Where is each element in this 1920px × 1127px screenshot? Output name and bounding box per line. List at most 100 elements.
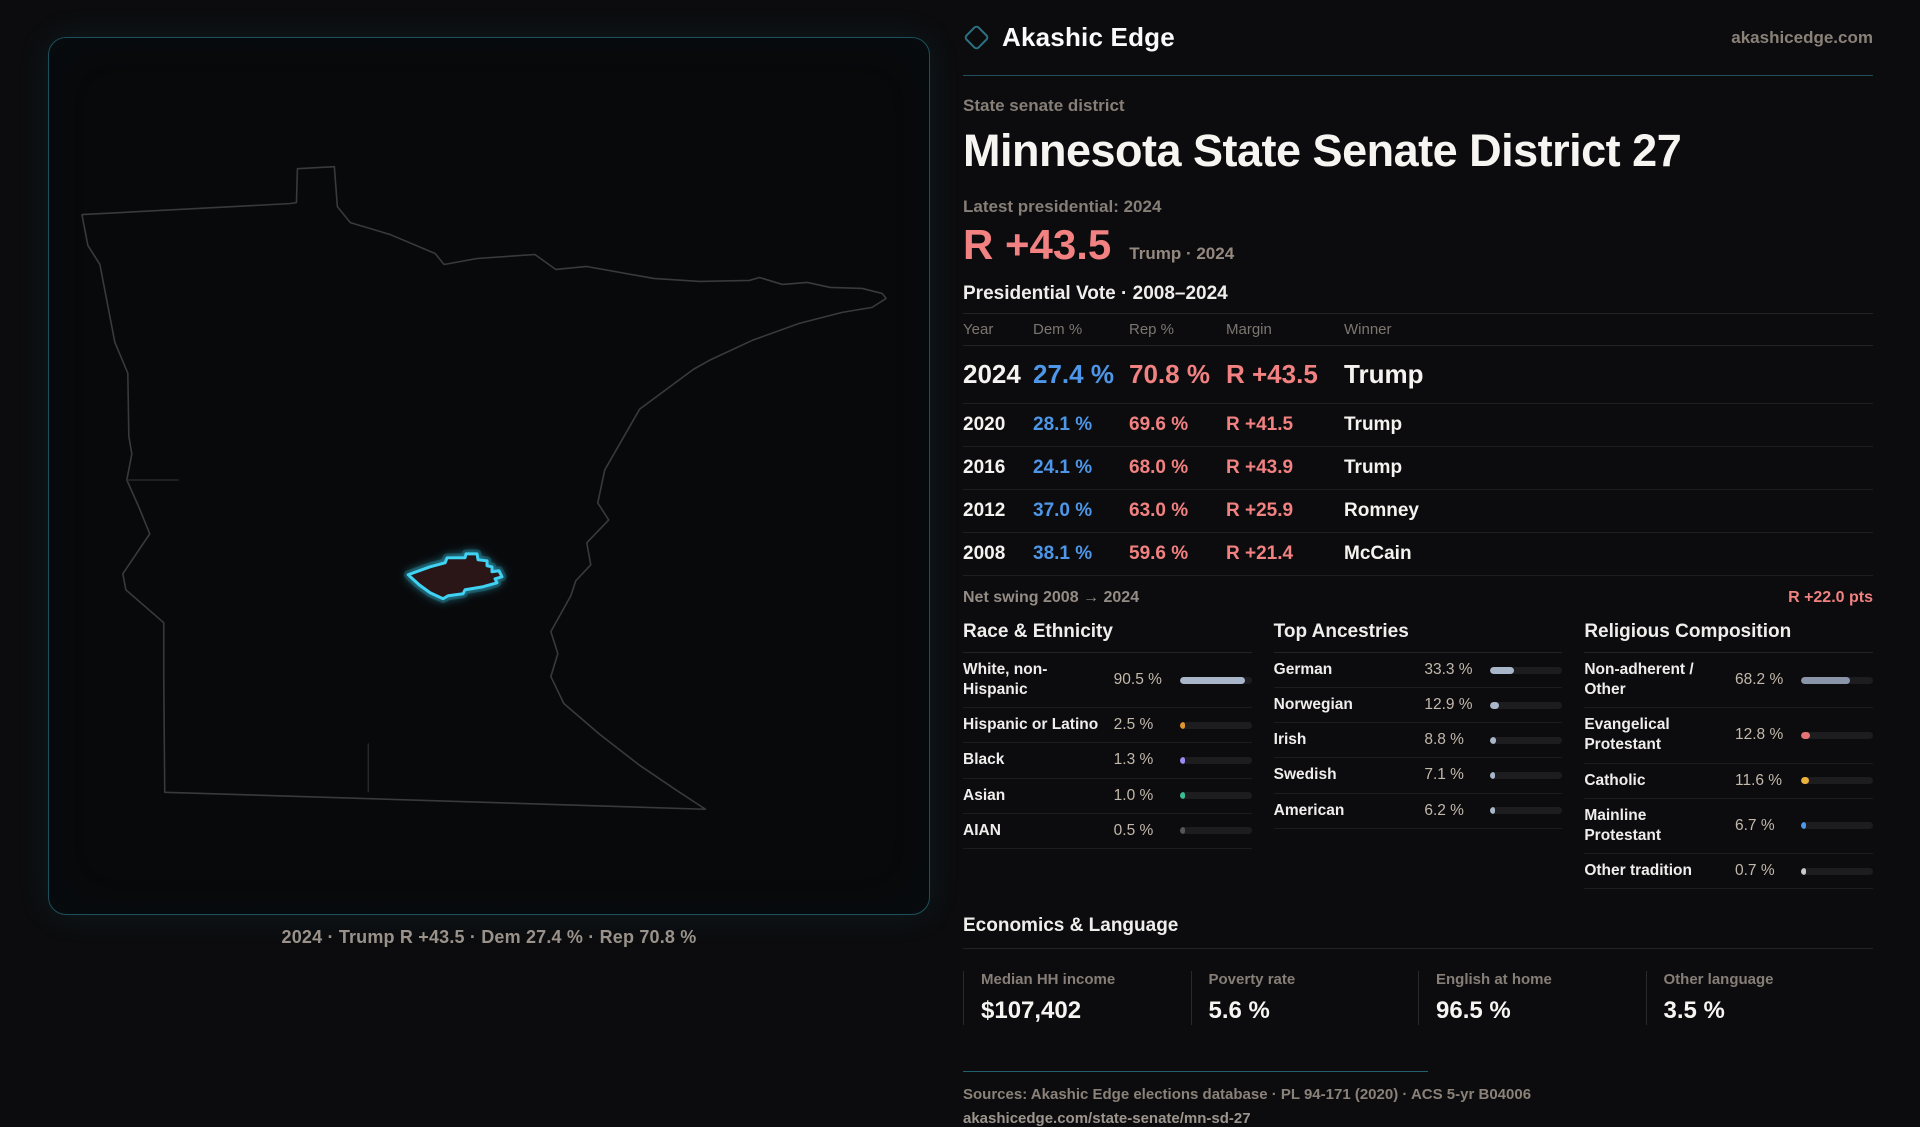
panel-row: Black 1.3 % [963, 743, 1252, 779]
panel-row-value: 0.7 % [1734, 862, 1775, 880]
cell-year: 2012 [963, 500, 1006, 521]
net-swing-label: Net swing 2008 → 2024 [963, 589, 1140, 606]
panel-row-value: 6.7 % [1734, 816, 1775, 834]
panel-row-label: German [1273, 661, 1333, 678]
mini-bar-fill [1179, 756, 1185, 764]
stat-block: Median HH income $107,402 [963, 971, 1191, 1026]
map-panel [48, 37, 930, 915]
cell-dem: 37.0 % [1033, 500, 1093, 521]
mini-bar [1179, 676, 1252, 684]
panel-row-label: AIAN [963, 821, 1001, 839]
presidential-table-title: Presidential Vote · 2008–2024 [963, 283, 1873, 314]
panel-row: AIAN 0.5 % [963, 814, 1252, 849]
stat-block: English at home 96.5 % [1418, 971, 1646, 1026]
mini-bar [1179, 721, 1252, 729]
headline-margin: R +43.5 [963, 221, 1112, 268]
panel-row-label: Black [963, 751, 1005, 769]
cell-year: 2020 [963, 414, 1006, 435]
col-margin: Margin [1226, 321, 1272, 338]
panel-row-label: Other tradition [1584, 861, 1692, 879]
cell-margin: R +41.5 [1226, 414, 1294, 435]
panel-row-label: Mainline Protestant [1584, 806, 1661, 844]
stat-value: $107,402 [981, 997, 1082, 1025]
panel-row-label: White, non-Hispanic [963, 661, 1048, 699]
mini-bar [1179, 792, 1252, 800]
headline-sub: Trump · 2024 [1129, 244, 1235, 263]
panel-row: German 33.3 % [1273, 653, 1563, 689]
panel-row-value: 6.2 % [1424, 801, 1464, 819]
panel-row-label: Asian [963, 786, 1006, 804]
cell-dem: 28.1 % [1033, 414, 1093, 435]
economics-stats: Median HH income $107,402 Poverty rate 5.6 … [963, 971, 1874, 1026]
economics-title: Economics & Language [963, 915, 1873, 950]
panel-row: Swedish 7.1 % [1273, 758, 1563, 794]
col-dem: Dem % [1033, 321, 1083, 338]
stat-value: 96.5 % [1436, 997, 1511, 1025]
panel-row-value: 2.5 % [1113, 716, 1154, 734]
panel-row-value: 12.8 % [1734, 726, 1784, 744]
latest-presidential-label: Latest presidential: 2024 [963, 197, 1162, 216]
panel-row-value: 1.0 % [1113, 786, 1154, 804]
mini-bar-fill [1490, 807, 1496, 815]
mini-bar-fill [1800, 867, 1806, 875]
table-row: 2008 38.1 % 59.6 % R +21.4 McCain [963, 533, 1873, 576]
header: Akashic Edge akashicedge.com [963, 0, 1873, 76]
panel-row: Asian 1.0 % [963, 779, 1252, 814]
mini-bar-fill [1490, 771, 1496, 779]
demographic-panels: Race & Ethnicity White, non-Hispanic 90.5 … [963, 621, 1873, 890]
cell-winner: Romney [1344, 500, 1419, 521]
cell-winner: Trump [1344, 457, 1403, 478]
cell-rep: 63.0 % [1129, 500, 1189, 521]
cell-year: 2024 [963, 359, 1021, 389]
panel-row-label: Evangelical Protestant [1584, 716, 1670, 754]
panel-row: Evangelical Protestant 12.8 % [1584, 708, 1873, 764]
stat-label: Other language [1663, 971, 1774, 989]
site-link[interactable]: akashicedge.com [1731, 27, 1873, 47]
panel-row: White, non-Hispanic 90.5 % [963, 653, 1252, 709]
panel-row-value: 1.3 % [1113, 751, 1154, 769]
panel-race-ethnicity: Race & Ethnicity White, non-Hispanic 90.5 … [963, 621, 1252, 889]
cell-dem: 38.1 % [1033, 543, 1093, 564]
table-row: 2020 28.1 % 69.6 % R +41.5 Trump [963, 404, 1873, 447]
net-swing-row: Net swing 2008 → 2024 R +22.0 pts [963, 576, 1873, 607]
stat-label: Median HH income [981, 971, 1116, 989]
net-swing-value: R +22.0 pts [1788, 589, 1873, 606]
cell-rep: 59.6 % [1129, 543, 1189, 564]
stat-label: Poverty rate [1208, 971, 1296, 989]
panel-row-label: Irish [1273, 731, 1307, 749]
panel-row-label: American [1273, 801, 1345, 819]
mini-bar-fill [1800, 822, 1806, 830]
stat-block: Other language 3.5 % [1645, 971, 1874, 1026]
panel-row: Hispanic or Latino 2.5 % [963, 708, 1252, 744]
cell-year: 2008 [963, 543, 1006, 564]
minnesota-map [81, 165, 887, 811]
map-caption: 2024 · Trump R +43.5 · Dem 27.4 % · Rep … [281, 927, 697, 947]
col-year: Year [963, 321, 994, 338]
footer-url[interactable]: akashicedge.com/state-senate/mn-sd-27 [963, 1110, 1251, 1127]
mini-bar [1179, 827, 1252, 835]
panel-top-ancestries: Top Ancestries German 33.3 % Norwegian 12.9 … [1273, 621, 1563, 889]
detail-column: Akashic Edge akashicedge.com State senat… [963, 0, 1873, 1127]
panel-row-value: 7.1 % [1424, 766, 1464, 784]
mini-bar [1490, 736, 1563, 744]
panel-row-value: 11.6 % [1734, 771, 1783, 789]
stat-block: Poverty rate 5.6 % [1190, 971, 1419, 1026]
mini-bar-fill [1490, 666, 1515, 674]
panel-row: Non-adherent / Other 68.2 % [1584, 653, 1873, 709]
mini-bar-fill [1800, 777, 1809, 785]
district-shape[interactable] [406, 552, 504, 601]
mini-bar [1800, 867, 1873, 875]
panel-row-label: Catholic [1584, 771, 1646, 789]
panel-religious-composition: Religious Composition Non-adherent / Othe… [1584, 621, 1873, 890]
panel-row-label: Non-adherent / Other [1584, 661, 1694, 699]
mini-bar-fill [1490, 736, 1497, 744]
panel-row: Mainline Protestant 6.7 % [1584, 799, 1873, 854]
panel-row-value: 0.5 % [1113, 821, 1154, 839]
mini-bar-fill [1800, 676, 1850, 684]
col-winner: Winner [1344, 321, 1392, 338]
cell-margin: R +43.5 [1226, 359, 1318, 389]
mini-bar [1490, 666, 1563, 674]
cell-margin: R +43.9 [1226, 457, 1294, 478]
panel-row-value: 12.9 % [1424, 696, 1473, 714]
mini-bar-fill [1179, 676, 1245, 684]
